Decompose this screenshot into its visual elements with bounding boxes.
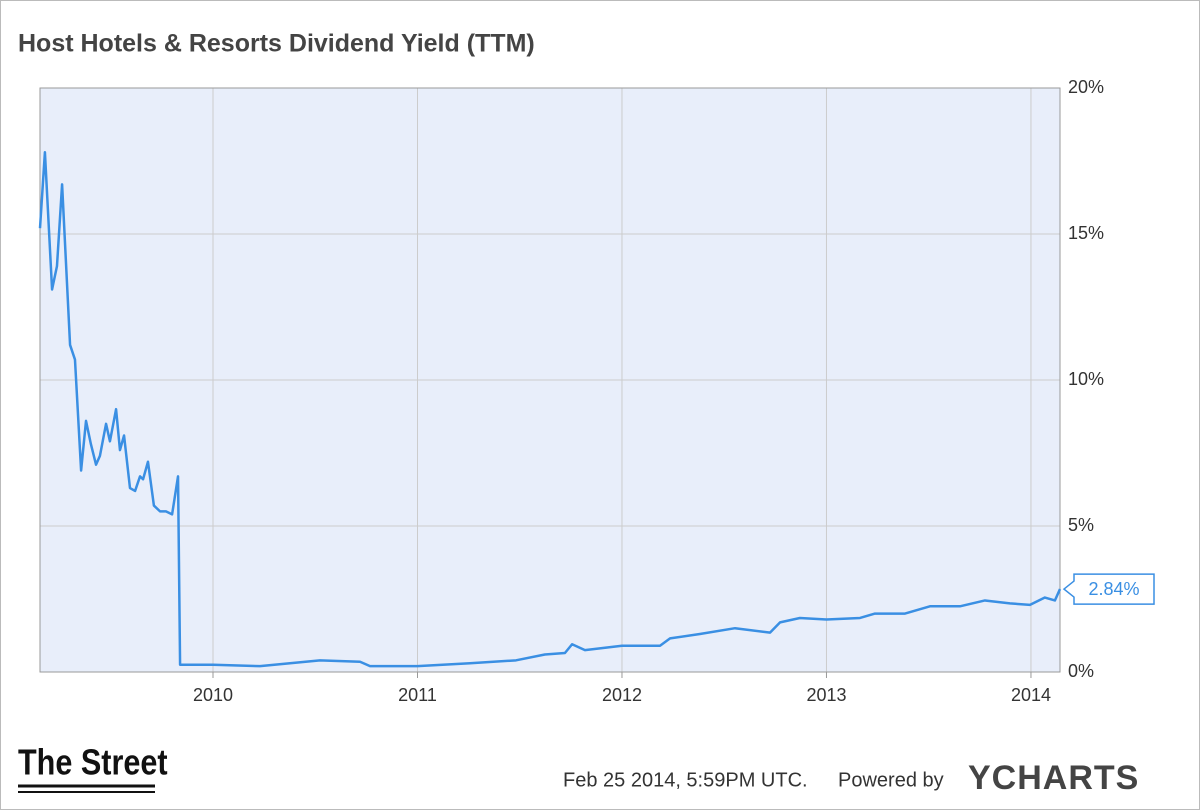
- value-callout: [1062, 573, 1155, 605]
- source-logo: The Street: [18, 743, 168, 783]
- plot-border: [39, 87, 1061, 673]
- brand: YCHARTS: [968, 759, 1139, 797]
- value-label: 2.84%: [1088, 579, 1139, 599]
- powered-by: Powered by: [838, 769, 944, 791]
- marks: [38, 150, 1062, 668]
- line-series: [38, 150, 1062, 668]
- grid: [40, 87, 1060, 673]
- x-tick-label: 2011: [398, 685, 437, 705]
- chart-title: Host Hotels & Resorts Dividend Yield (TT…: [18, 30, 535, 58]
- x-tick-label: 2010: [193, 685, 233, 705]
- timestamp: Feb 25 2014, 5:59PM UTC.: [563, 769, 808, 791]
- x-tick-label: 2013: [806, 685, 846, 705]
- x-tick-label: 2014: [1011, 685, 1051, 705]
- y-tick-label: 0%: [1068, 661, 1094, 681]
- y-tick-label: 5%: [1068, 515, 1094, 535]
- y-tick-label: 15%: [1068, 223, 1104, 243]
- y-tick-label: 20%: [1068, 77, 1104, 97]
- x-tick-label: 2012: [602, 685, 642, 705]
- y-tick-label: 10%: [1068, 369, 1104, 389]
